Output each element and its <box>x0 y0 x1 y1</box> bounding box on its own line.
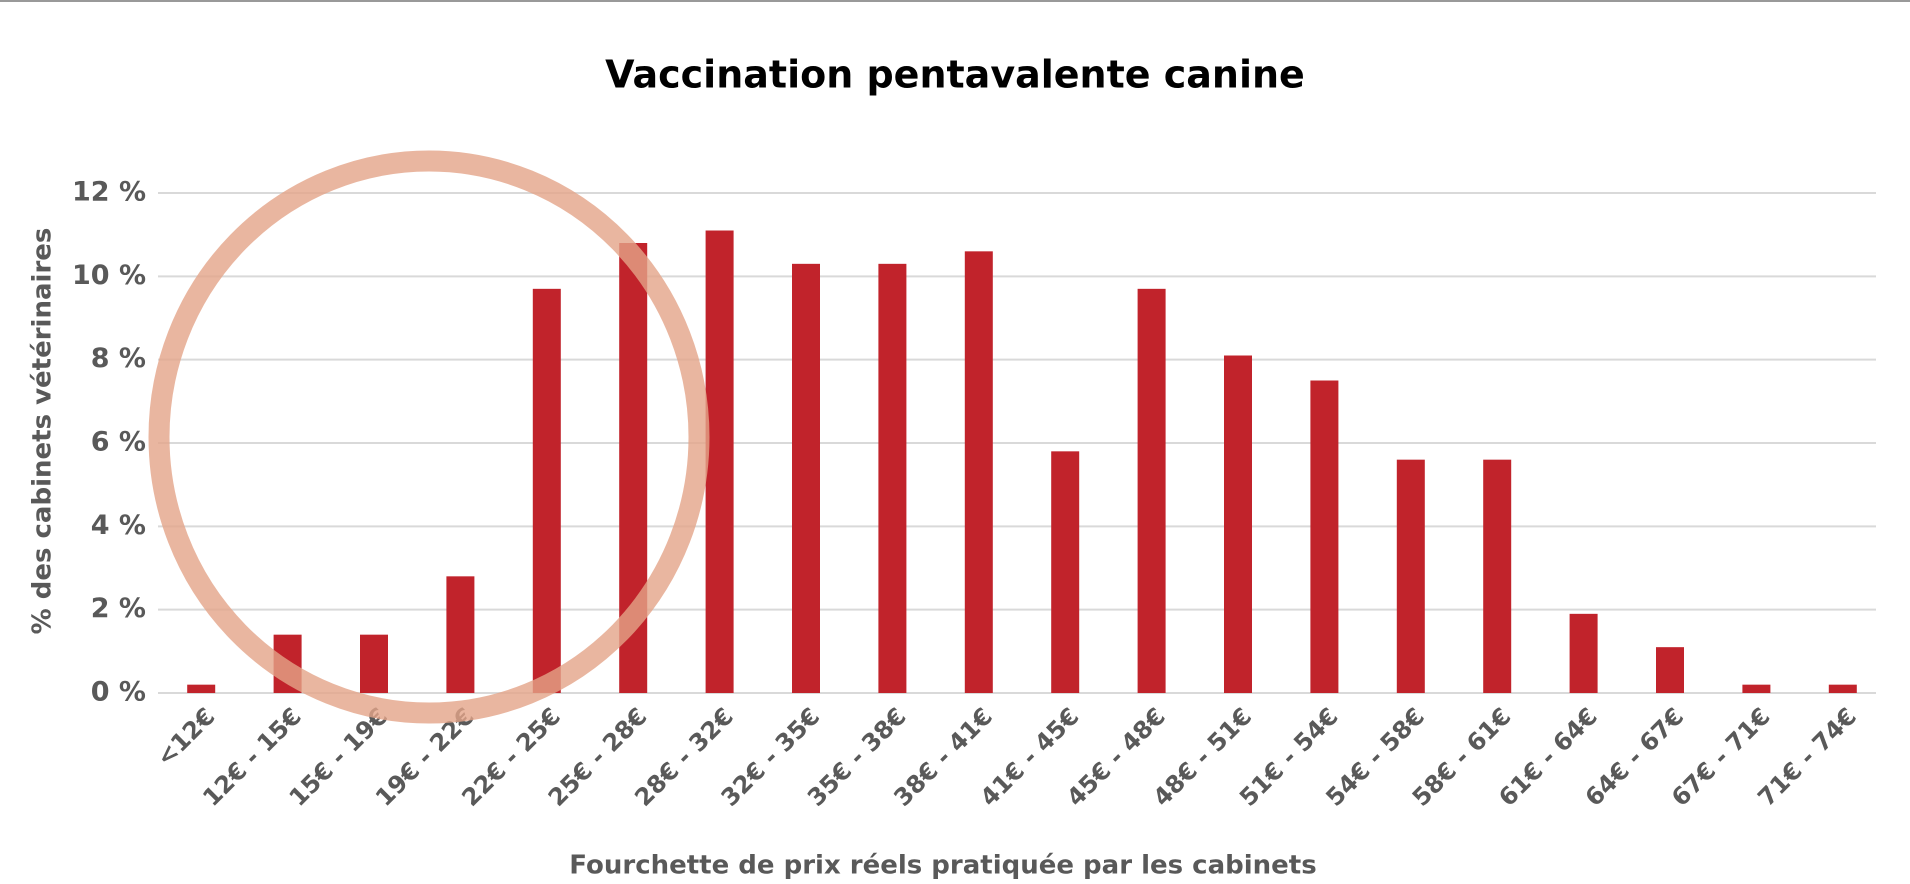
y-tick-label: 10 % <box>72 260 146 291</box>
bar <box>446 576 475 693</box>
bar <box>1569 613 1598 693</box>
y-tick-label: 8 % <box>91 343 146 374</box>
bar <box>187 684 216 693</box>
y-tick-label: 6 % <box>91 427 146 458</box>
bar <box>878 263 907 693</box>
bar <box>705 230 734 693</box>
bar <box>1742 684 1771 693</box>
bar <box>1483 459 1512 693</box>
bar <box>1224 355 1252 693</box>
y-tick-label: 2 % <box>91 593 146 624</box>
y-tick-label: 12 % <box>72 177 146 208</box>
y-tick-label: 4 % <box>91 510 146 541</box>
y-axis-label: % des cabinets vétérinaires <box>28 228 58 635</box>
x-tick-label: <12€ <box>151 702 220 771</box>
bar <box>792 263 820 693</box>
y-tick-label: 0 % <box>91 677 146 708</box>
x-axis-label: Fourchette de prix réels pratiquée par l… <box>569 851 1316 881</box>
bar <box>1051 451 1080 693</box>
bar <box>1137 288 1166 693</box>
bar <box>1396 459 1425 693</box>
chart-title: Vaccination pentavalente canine <box>605 53 1305 97</box>
bar <box>360 634 388 693</box>
bar <box>1828 684 1857 693</box>
bar <box>1656 647 1684 693</box>
highlight-circle <box>148 150 710 724</box>
bar <box>1310 380 1339 693</box>
bar <box>964 251 993 694</box>
bar <box>532 288 561 693</box>
